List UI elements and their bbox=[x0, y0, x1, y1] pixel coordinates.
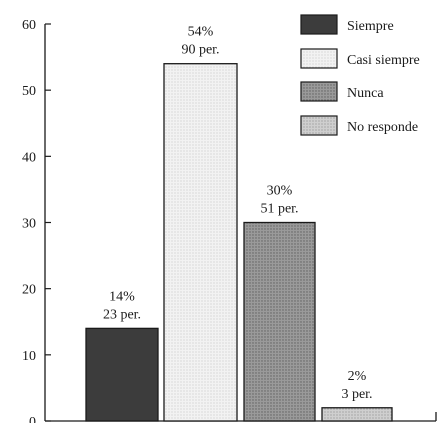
bar-casi-siempre bbox=[163, 63, 238, 422]
legend-swatch bbox=[300, 115, 338, 136]
legend: Siempre Casi siempre Nunca No responde bbox=[300, 14, 420, 136]
legend-swatch bbox=[300, 81, 338, 102]
bar-percent-label: 30% bbox=[267, 184, 293, 199]
y-tick-label: 30 bbox=[22, 217, 36, 232]
bar-no-responde bbox=[321, 407, 393, 422]
legend-label: Nunca bbox=[347, 86, 384, 101]
legend-label: Casi siempre bbox=[347, 53, 420, 68]
y-tick-label: 60 bbox=[22, 18, 36, 33]
y-tick-label: 40 bbox=[22, 150, 36, 165]
y-tick-label: 50 bbox=[22, 84, 36, 99]
bar-percent-label: 54% bbox=[188, 25, 214, 40]
legend-swatch bbox=[300, 48, 338, 69]
bar-percent-label: 2% bbox=[348, 369, 367, 384]
bar-count-label: 23 per. bbox=[103, 307, 141, 322]
legend-label: Siempre bbox=[347, 19, 394, 34]
y-axis-ticks: 0 10 20 30 40 50 60 bbox=[22, 18, 51, 423]
bar-count-label: 51 per. bbox=[260, 202, 298, 217]
bar-count-label: 3 per. bbox=[341, 387, 372, 402]
legend-swatch bbox=[300, 14, 338, 35]
legend-label: No responde bbox=[347, 120, 418, 135]
y-tick-label: 0 bbox=[29, 415, 36, 423]
bar-count-label: 90 per. bbox=[181, 43, 219, 58]
y-tick-label: 20 bbox=[22, 283, 36, 298]
bars bbox=[85, 63, 393, 422]
bar-percent-label: 14% bbox=[109, 289, 135, 304]
bar-siempre bbox=[85, 327, 159, 422]
y-tick-label: 10 bbox=[22, 349, 36, 364]
bar-nunca bbox=[243, 221, 316, 422]
data-labels: 14% 23 per. 54% 90 per. 30% 51 per. 2% 3 per. bbox=[103, 25, 373, 402]
